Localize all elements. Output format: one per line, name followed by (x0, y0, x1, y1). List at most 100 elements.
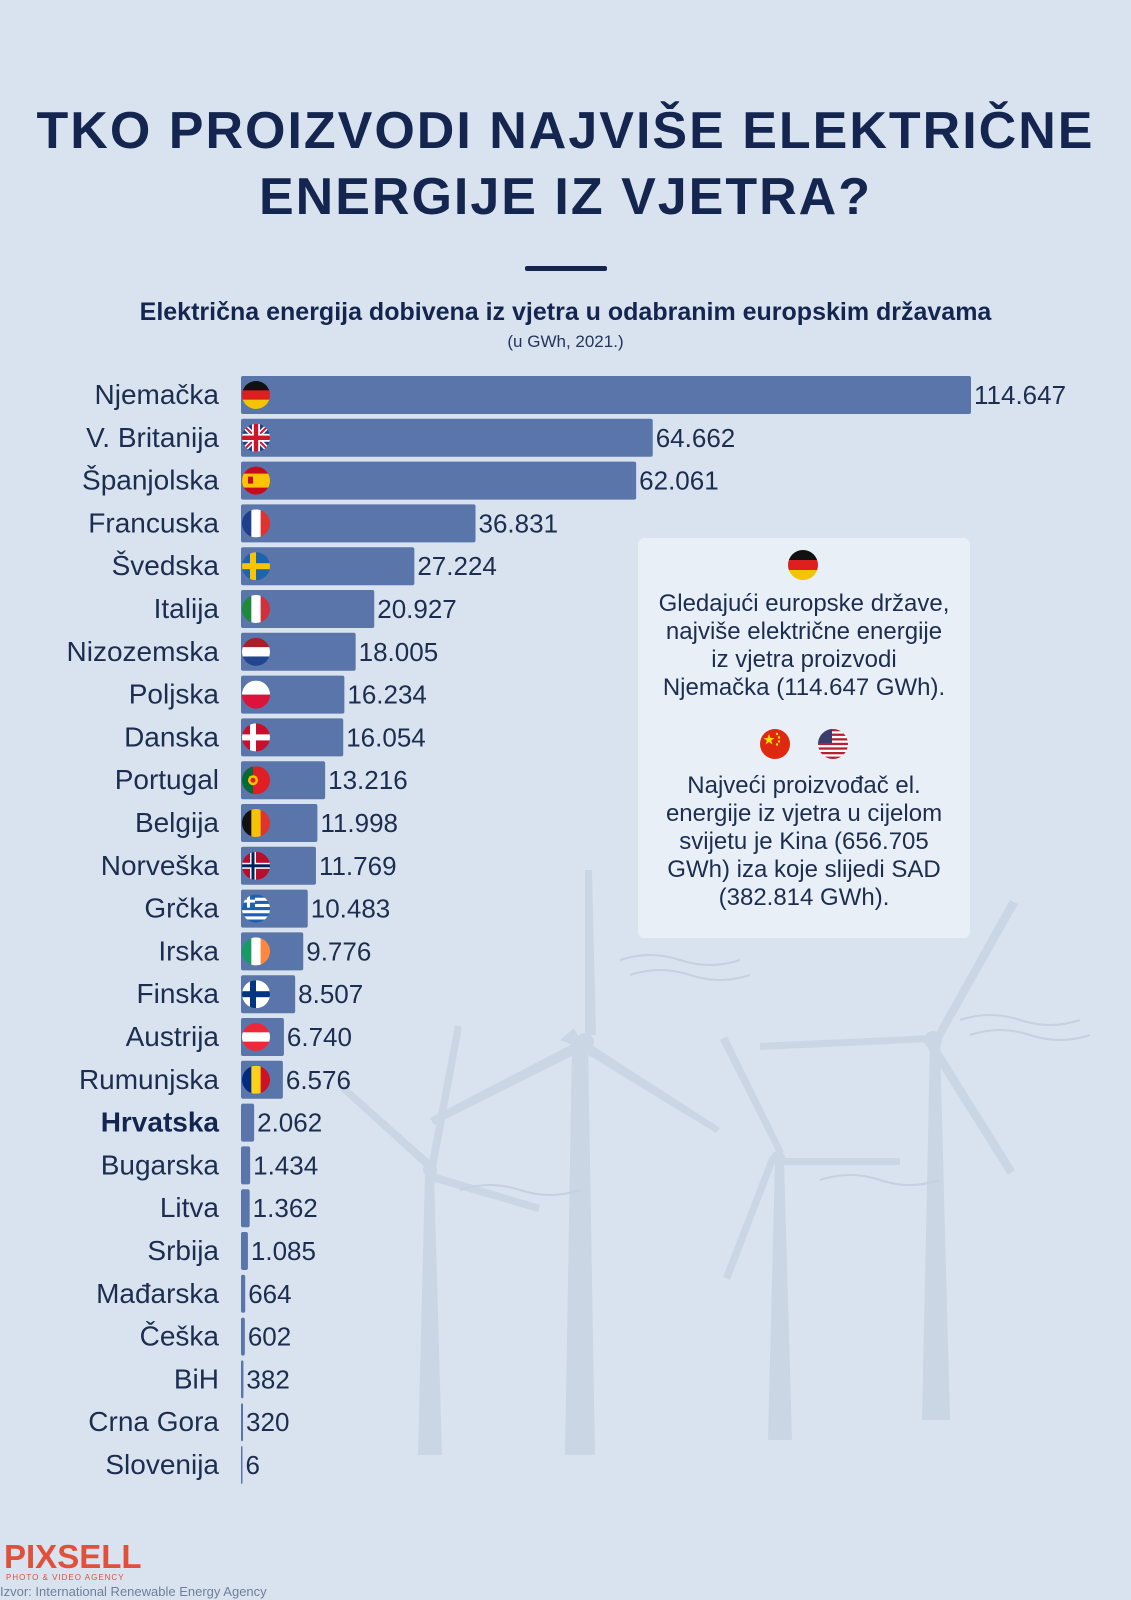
info-line: GWh) iza koje slijedi SAD (667, 856, 941, 883)
category-label: Italija (154, 593, 220, 624)
bar-row: Litva 1.362 (160, 1189, 318, 1228)
category-label: Slovenija (105, 1449, 219, 1480)
info-line: Gledajući europske države, (658, 590, 950, 617)
value-label: 16.234 (347, 680, 427, 710)
at-flag-icon (242, 1023, 270, 1051)
value-label: 6 (246, 1450, 260, 1480)
info-line: energije iz vjetra u cijelom (665, 800, 943, 827)
bar-row: Italija 20.927 (154, 590, 457, 628)
value-label: 20.927 (377, 594, 457, 624)
value-label: 1.085 (251, 1236, 316, 1266)
info-line: Najveći proizvođač el. (687, 772, 921, 799)
pixsell-logo: PIXSELL PHOTO & VIDEO AGENCY (4, 1540, 142, 1582)
bar-row: Švedska 27.224 (112, 547, 497, 586)
value-label: 320 (246, 1407, 289, 1437)
gb-flag-icon (242, 423, 270, 452)
bar (241, 1446, 243, 1484)
category-label: Srbija (147, 1235, 219, 1266)
bar-row: Mađarska 664 (96, 1274, 292, 1313)
bar (241, 1360, 244, 1399)
value-label: 64.662 (656, 423, 736, 453)
bar-row: Finska 8.507 (137, 975, 363, 1014)
info-line: Njemačka (114.647 GWh). (662, 674, 946, 701)
value-label: 18.005 (359, 637, 439, 667)
category-label: Mađarska (96, 1278, 219, 1309)
bar-row: Danska 16.054 (124, 718, 426, 757)
bar (241, 461, 637, 500)
category-label: Litva (160, 1192, 220, 1223)
value-label: 36.831 (479, 508, 559, 538)
bar-row: Njemačka 114.647 (95, 376, 1066, 414)
category-label: Danska (124, 721, 219, 752)
category-label: Belgija (135, 807, 219, 838)
bar-row: Slovenija 6 (105, 1446, 260, 1484)
title-line-2: ENERGIJE IZ VJETRA? (259, 168, 872, 226)
value-label: 11.769 (319, 851, 397, 881)
de-flag-icon (242, 381, 270, 409)
bar (241, 632, 356, 671)
bar (241, 590, 375, 628)
category-label: Austrija (126, 1021, 220, 1052)
chart-subtitle: Električna energija dobivena iz vjetra u… (139, 298, 992, 326)
bar-row: Srbija 1.085 (147, 1232, 316, 1270)
category-label: Hrvatska (101, 1107, 220, 1138)
bar (241, 376, 971, 414)
it-flag-icon (242, 595, 270, 623)
bar-row: Hrvatska 2.062 (101, 1103, 322, 1142)
bar-row: Španjolska 62.061 (82, 461, 719, 500)
value-label: 6.740 (287, 1022, 352, 1052)
bar (241, 1232, 248, 1270)
bar (241, 1274, 246, 1313)
info-text-germany: Gledajući europske države, najviše elekt… (638, 590, 970, 702)
category-label: Poljska (129, 679, 220, 710)
bar-row: Rumunjska 6.576 (79, 1060, 351, 1099)
info-line: svijetu je Kina (656.705 (679, 828, 929, 855)
bar-row: Poljska 16.234 (129, 675, 427, 714)
bar (241, 1403, 244, 1442)
no-flag-icon (242, 851, 270, 880)
chart-units: (u GWh, 2021.) (507, 332, 624, 351)
usa-flag-icon (818, 729, 848, 759)
value-label: 13.216 (328, 765, 408, 795)
category-label: Norveška (101, 850, 220, 881)
bar-row: Grčka 10.483 (144, 889, 390, 928)
bar-row: Nizozemska 18.005 (67, 632, 439, 671)
bar (241, 1317, 245, 1356)
bar-row: Norveška 11.769 (101, 846, 397, 885)
fr-flag-icon (242, 509, 270, 538)
nl-flag-icon (242, 637, 270, 666)
fi-flag-icon (242, 980, 270, 1009)
bar (241, 1189, 250, 1228)
category-label: Švedska (112, 550, 220, 581)
value-label: 62.061 (639, 466, 719, 496)
bar-row: BiH 382 (174, 1360, 290, 1399)
bar-row: Francuska 36.831 (88, 504, 559, 543)
title-divider (525, 266, 607, 271)
se-flag-icon (242, 552, 270, 581)
ro-flag-icon (242, 1065, 270, 1094)
info-line: (382.814 GWh). (718, 884, 890, 911)
bar-row: Irska 9.776 (158, 932, 371, 971)
bar-row: Bugarska 1.434 (101, 1146, 318, 1185)
value-label: 114.647 (974, 380, 1066, 410)
be-flag-icon (242, 809, 270, 837)
es-flag-icon (242, 466, 270, 495)
info-box: Gledajući europske države, najviše elekt… (638, 538, 970, 938)
value-label: 2.062 (257, 1108, 322, 1138)
info-text-world: Najveći proizvođač el. energije iz vjetr… (638, 772, 970, 912)
category-label: Finska (137, 978, 220, 1009)
value-label: 27.224 (417, 551, 497, 581)
value-label: 8.507 (298, 979, 363, 1009)
bar-row: Belgija 11.998 (135, 804, 398, 842)
category-label: BiH (174, 1363, 219, 1394)
source-note: Izvor: International Renewable Energy Ag… (0, 1584, 267, 1599)
bar (241, 504, 476, 543)
category-label: Irska (158, 935, 219, 966)
info-line: iz vjetra proizvodi (711, 646, 897, 673)
value-label: 16.054 (346, 722, 426, 752)
gr-flag-icon (242, 894, 270, 923)
bar (241, 418, 653, 457)
page-title: TKO PROIZVODI NAJVIŠE ELEKTRIČNE ENERGIJ… (0, 98, 1131, 230)
